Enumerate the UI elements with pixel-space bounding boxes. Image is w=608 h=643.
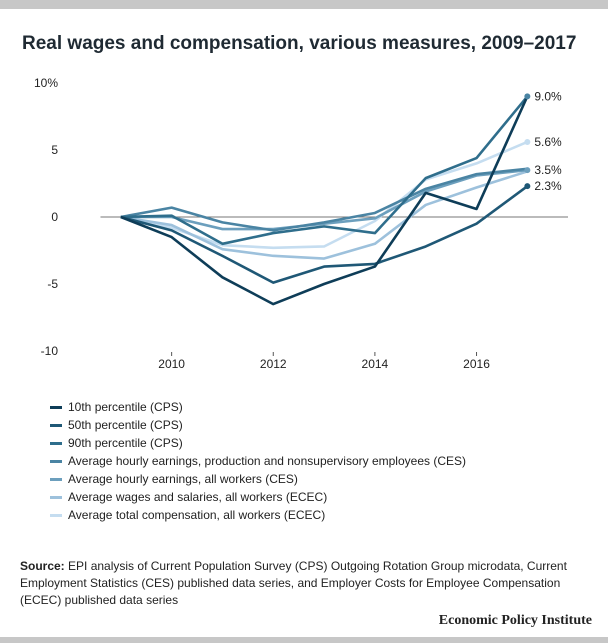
legend-item: 50th percentile (CPS) (50, 416, 466, 434)
legend-swatch (50, 495, 62, 499)
series-line (120, 167, 528, 232)
end-point (524, 138, 531, 145)
x-tick-label: 2010 (158, 357, 185, 371)
end-label: 5.6% (534, 135, 562, 149)
x-tick-label: 2012 (260, 357, 287, 371)
legend-label: 10th percentile (CPS) (68, 400, 183, 414)
end-label: 2.3% (534, 179, 562, 193)
legend-label: Average hourly earnings, all workers (CE… (68, 472, 298, 486)
y-tick-label: -10 (41, 344, 59, 358)
source-text: EPI analysis of Current Population Surve… (20, 559, 567, 607)
legend-label: Average total compensation, all workers … (68, 508, 326, 522)
legend-item: 10th percentile (CPS) (50, 398, 466, 416)
x-axis: 2010 2012 2014 2016 (158, 352, 490, 371)
y-tick-label: -5 (47, 277, 58, 291)
end-label: 3.5% (534, 163, 562, 177)
series-line (120, 95, 529, 246)
legend-item: Average hourly earnings, all workers (CE… (50, 470, 466, 488)
source-label: Source: (20, 559, 65, 573)
legend-swatch (50, 459, 62, 463)
legend: 10th percentile (CPS) 50th percentile (CP… (50, 398, 466, 524)
source-note: Source: EPI analysis of Current Populati… (20, 558, 590, 609)
legend-label: Average hourly earnings, production and … (68, 454, 466, 468)
series-line (120, 168, 528, 231)
line-chart: 10% 5 0 -5 -10 2010 2012 2014 2016 9.0% 5.6% 3.5%… (34, 76, 568, 371)
brand-name: Economic Policy Institute (438, 613, 592, 628)
legend-item: Average total compensation, all workers … (50, 506, 466, 524)
legend-label: Average wages and salaries, all workers … (68, 490, 328, 504)
series-line (120, 185, 529, 284)
legend-swatch (50, 405, 62, 409)
series-lines (120, 95, 529, 306)
x-tick-label: 2014 (362, 357, 389, 371)
legend-label: 50th percentile (CPS) (68, 418, 183, 432)
end-labels: 9.0% 5.6% 3.5% 2.3% (524, 89, 562, 193)
legend-item: Average hourly earnings, production and … (50, 452, 466, 470)
y-tick-label: 0 (51, 210, 58, 224)
bottom-bar (0, 637, 608, 643)
end-point (524, 183, 531, 190)
top-bar (0, 0, 608, 9)
legend-item: Average wages and salaries, all workers … (50, 488, 466, 506)
legend-swatch (50, 477, 62, 481)
legend-swatch (50, 423, 62, 427)
y-tick-label: 5 (51, 143, 58, 157)
series-line (120, 170, 528, 260)
y-axis: 10% 5 0 -5 -10 (34, 76, 58, 358)
chart-title: Real wages and compensation, various mea… (22, 33, 577, 54)
legend-swatch (50, 441, 62, 445)
end-point (524, 93, 531, 100)
end-point (524, 167, 531, 174)
legend-label: 90th percentile (CPS) (68, 436, 183, 450)
series-line (120, 140, 528, 250)
legend-swatch (50, 513, 62, 517)
x-tick-label: 2016 (463, 357, 490, 371)
legend-item: 90th percentile (CPS) (50, 434, 466, 452)
end-label: 9.0% (534, 89, 562, 103)
series-line (120, 95, 529, 306)
y-tick-label: 10% (34, 76, 58, 90)
